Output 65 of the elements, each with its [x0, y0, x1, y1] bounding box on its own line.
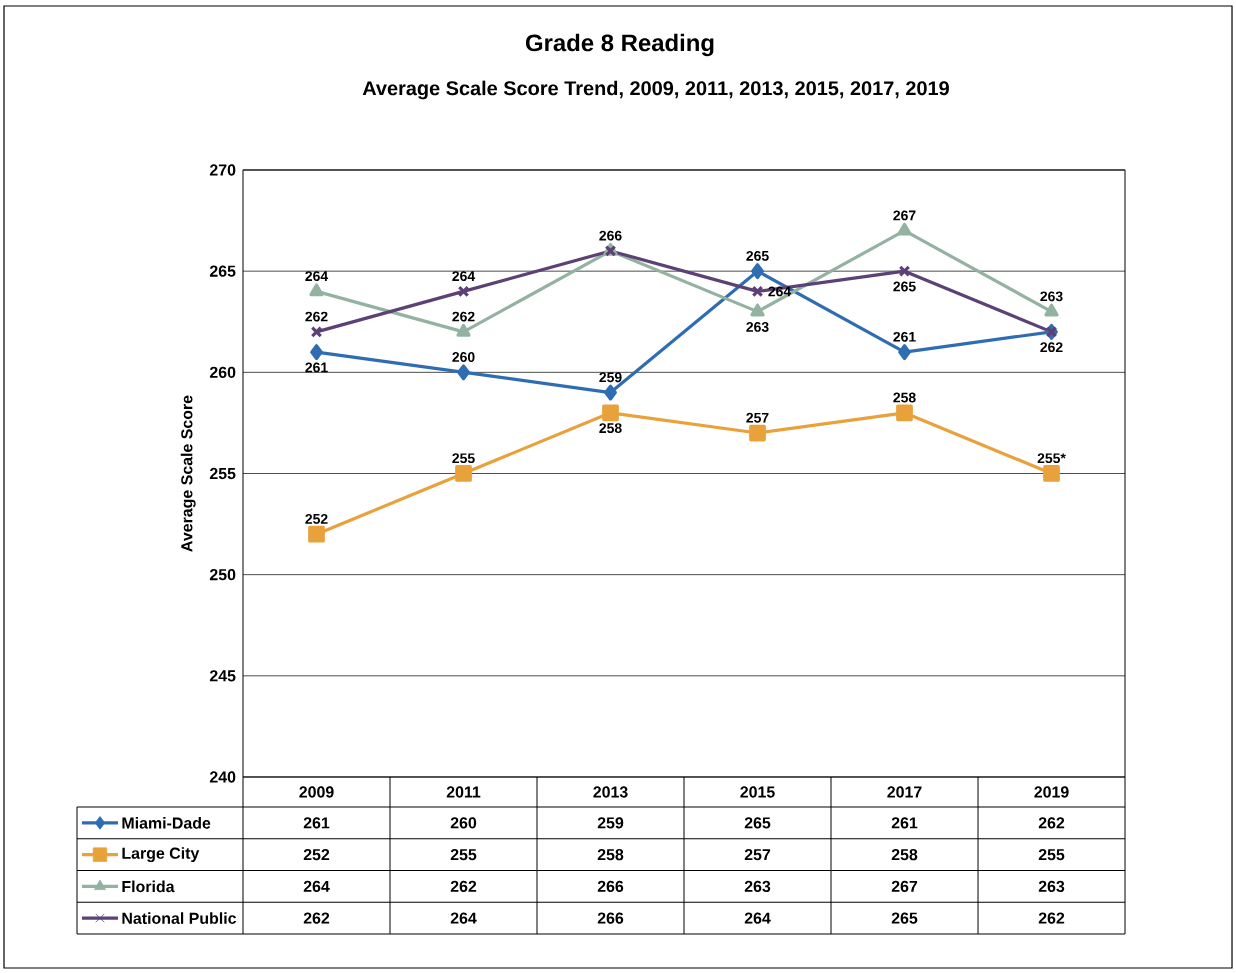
annotation: 265 [893, 281, 916, 292]
data-label: 260 [450, 817, 477, 829]
annotation: 262 [452, 311, 475, 322]
annotation: 263 [1040, 291, 1063, 302]
data-label: 262 [1038, 817, 1065, 829]
annotation: 263 [746, 322, 769, 332]
data-label: 255 [450, 848, 477, 861]
data-label: 262 [1038, 912, 1065, 924]
annotation: 266 [599, 230, 622, 241]
x-tick-label: 2017 [887, 786, 922, 798]
annotation: 261 [305, 362, 328, 373]
legend-label: Miami-Dade [122, 817, 211, 829]
data-label: 257 [744, 848, 771, 861]
annotation: 252 [305, 513, 328, 524]
y-tick-label: 260 [209, 366, 236, 378]
data-label: 261 [303, 817, 330, 829]
chart-subtitle: Average Scale Score Trend, 2009, 2011, 2013, 2015, 2017, 2019 [362, 80, 949, 100]
annotation: 257 [746, 412, 769, 423]
y-tick-label: 240 [209, 771, 236, 783]
legend-label: National Public [122, 912, 237, 924]
y-tick-label: 250 [209, 569, 236, 581]
data-label: 262 [303, 912, 330, 924]
annotation: 260 [452, 352, 475, 362]
annotation: 255* [1037, 453, 1066, 464]
annotation: 259 [599, 372, 622, 383]
y-axis-title: Average Scale Score [180, 395, 196, 552]
data-label: 259 [597, 817, 624, 829]
data-label: 264 [450, 912, 477, 924]
x-tick-label: 2013 [593, 786, 628, 798]
annotation: 255 [452, 453, 475, 464]
data-label: 266 [597, 880, 624, 893]
data-label: 267 [891, 880, 918, 893]
annotation: 264 [305, 271, 329, 282]
data-label: 264 [744, 912, 771, 924]
data-label: 263 [744, 880, 771, 893]
annotation: 261 [893, 331, 916, 342]
y-tick-label: 265 [209, 265, 236, 277]
annotation: 267 [893, 210, 916, 221]
data-label: 263 [1038, 880, 1065, 893]
chart-title: Grade 8 Reading [525, 33, 714, 57]
data-label: 258 [597, 848, 624, 861]
data-label: 262 [450, 880, 477, 893]
annotation: 262 [1040, 342, 1063, 353]
data-label: 252 [303, 848, 330, 861]
annotation: 258 [893, 392, 916, 403]
annotation: 262 [305, 311, 328, 322]
legend-label: Florida [122, 880, 175, 893]
y-tick-label: 245 [209, 670, 236, 682]
data-label: 266 [597, 912, 624, 924]
data-label: 265 [891, 912, 918, 924]
data-label: 258 [891, 848, 918, 861]
y-tick-label: 270 [209, 164, 236, 176]
y-tick-label: 255 [209, 467, 236, 480]
x-tick-label: 2009 [299, 786, 334, 798]
annotation: 265 [746, 250, 769, 261]
x-tick-label: 2011 [446, 786, 481, 798]
data-label: 265 [744, 817, 771, 829]
x-tick-label: 2019 [1034, 786, 1069, 798]
data-label: 264 [303, 880, 330, 893]
legend-label: Large City [122, 847, 200, 863]
data-label: 255 [1038, 848, 1065, 861]
data-label: 261 [891, 817, 918, 829]
annotation: 258 [599, 423, 622, 434]
x-tick-label: 2015 [740, 786, 775, 798]
annotation: 264 [452, 271, 476, 282]
